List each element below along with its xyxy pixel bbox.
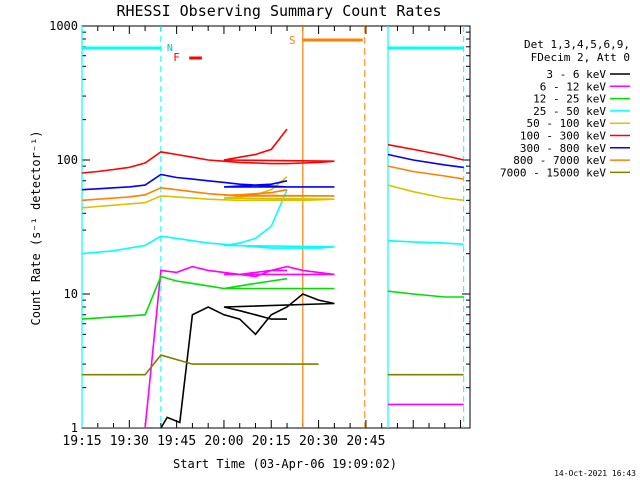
series-line-5 — [82, 176, 464, 209]
legend-label-2: 6 - 12 keV — [540, 80, 607, 93]
legend-header-line-1: Det 1,3,4,5,6,9, — [524, 38, 630, 51]
legend-label-1: 3 - 6 keV — [546, 68, 606, 81]
legend-label-8: 800 - 7000 keV — [513, 154, 606, 167]
series-line-2 — [82, 265, 464, 428]
y-tick-label: 10 — [64, 287, 78, 301]
x-tick-label: 20:45 — [346, 434, 385, 449]
y-axis-title: Count Rate (s⁻¹ detector⁻¹) — [29, 130, 43, 325]
saa-flag-label: S — [289, 34, 296, 47]
series-line-7 — [82, 153, 464, 191]
night-flag-label: N — [167, 43, 173, 54]
chart-title: RHESSI Observing Summary Count Rates — [116, 2, 441, 20]
legend-header-line-2: FDecim 2, Att 0 — [531, 51, 630, 64]
series-line-9 — [82, 354, 464, 376]
series-line-8 — [82, 165, 464, 202]
legend-label-7: 300 - 800 keV — [520, 142, 606, 155]
footer-date: 14-Oct-2021 16:43 — [554, 469, 636, 478]
plot-area: 1 10 100 1000 19:15 19:30 19:45 20:00 20:15 20:30… — [49, 19, 471, 449]
x-tick-label: 19:45 — [157, 434, 196, 449]
flare-flag-label: F — [173, 51, 180, 64]
series-line-6 — [82, 128, 464, 174]
series-line-1 — [160, 293, 335, 428]
series-line-4 — [82, 189, 464, 255]
legend-label-9: 7000 - 15000 keV — [500, 166, 606, 179]
x-tick-label: 20:00 — [204, 434, 243, 449]
x-tick-label: 19:15 — [62, 434, 101, 449]
x-tick-label: 20:30 — [299, 434, 338, 449]
x-tick-label: 20:15 — [252, 434, 291, 449]
x-axis-title: Start Time (03-Apr-06 19:09:02) — [173, 457, 397, 471]
legend-label-4: 25 - 50 keV — [533, 105, 606, 118]
y-tick-label: 100 — [56, 153, 78, 167]
x-tick-label: 19:30 — [110, 434, 149, 449]
legend: Det 1,3,4,5,6,9, FDecim 2, Att 0 3 - 6 k… — [500, 38, 630, 179]
legend-label-6: 100 - 300 keV — [520, 130, 606, 143]
series-line-3 — [82, 275, 464, 320]
y-tick-label: 1 — [71, 421, 78, 435]
y-tick-label: 1000 — [49, 19, 78, 33]
legend-label-5: 50 - 100 keV — [527, 117, 607, 130]
legend-label-3: 12 - 25 keV — [533, 93, 606, 106]
